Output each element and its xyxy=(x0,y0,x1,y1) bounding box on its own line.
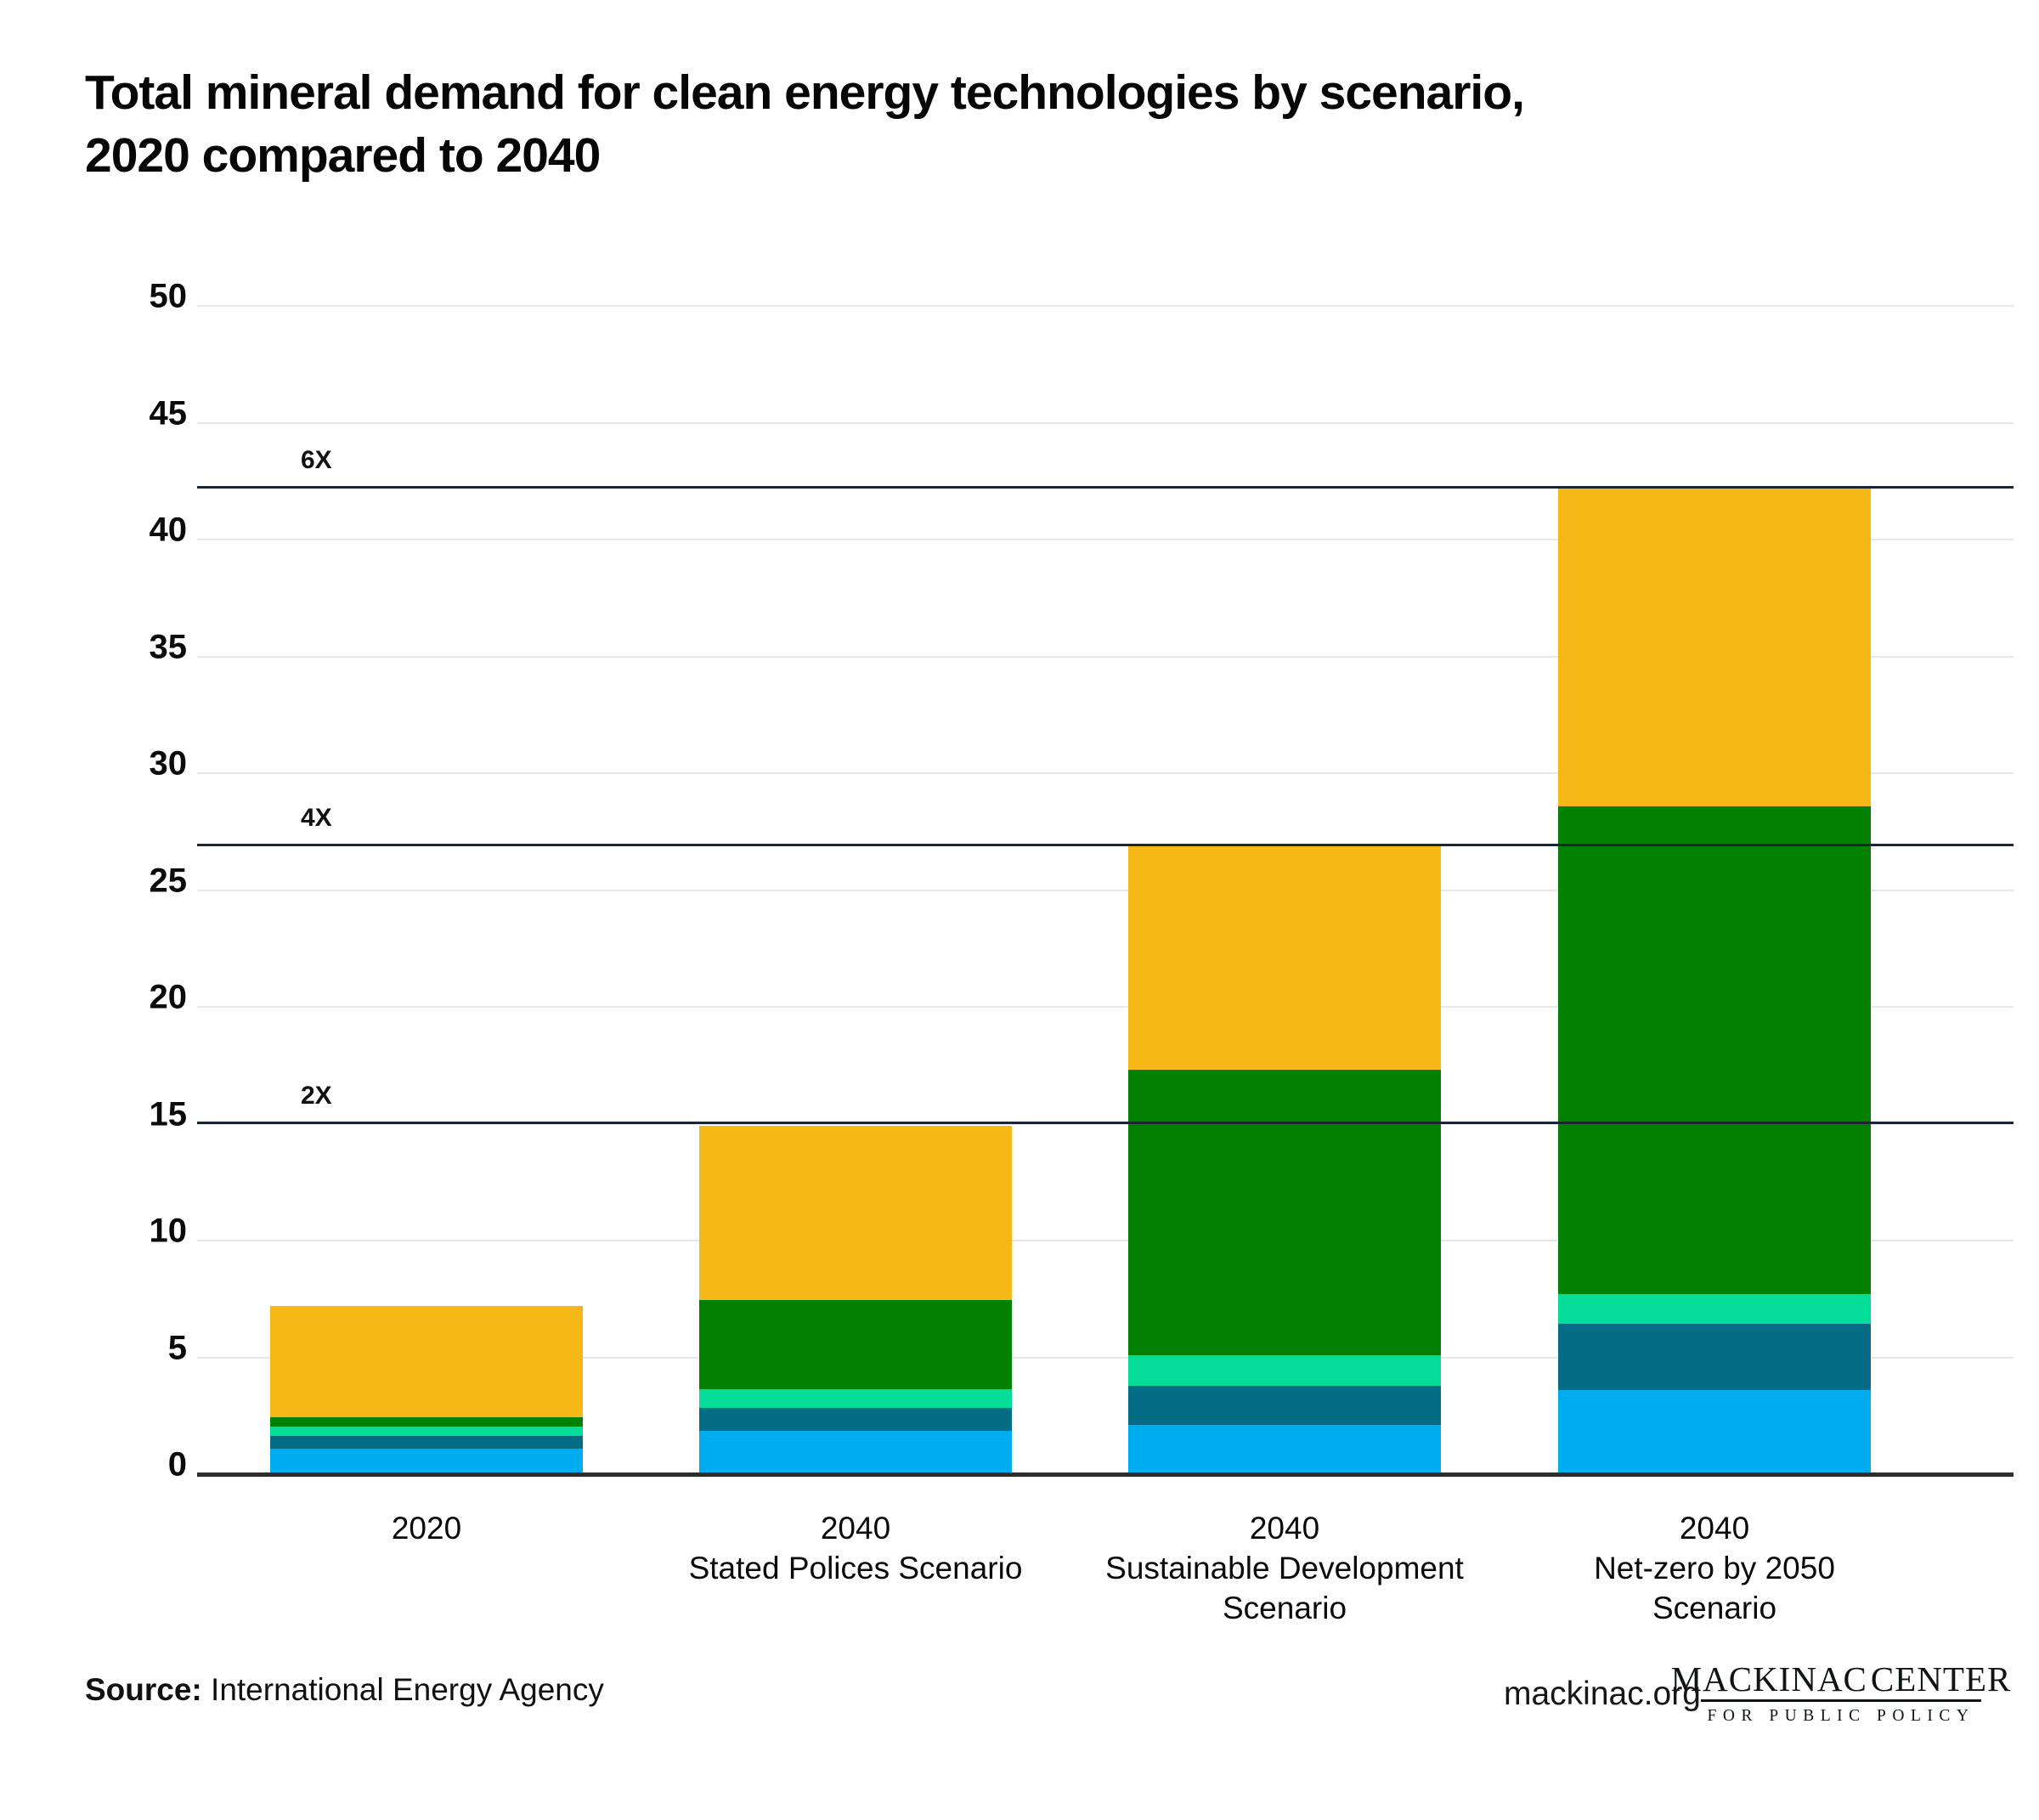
y-tick-label-45: 45 xyxy=(149,394,188,432)
gridline-30 xyxy=(197,772,2014,774)
bar-segment-segment-dark-green xyxy=(1128,1070,1441,1355)
mackinac-center-logo: MACKINAC CENTER FOR PUBLIC POLICY xyxy=(1671,1647,2011,1726)
y-tick-label-30: 30 xyxy=(149,744,188,783)
reference-line-label-6X: 6X xyxy=(301,446,332,475)
bar-segment-segment-dark-green xyxy=(699,1300,1012,1389)
source-label: Source: xyxy=(85,1672,202,1707)
bar-segment-segment-dark-teal xyxy=(1128,1385,1441,1426)
source-text: International Energy Agency xyxy=(201,1672,604,1707)
x-axis-label-line: Net-zero by 2050 xyxy=(1594,1551,1835,1585)
x-axis-label-2040-2: 2040 Sustainable Development Scenario xyxy=(1013,1508,1556,1628)
chart-title: Total mineral demand for clean energy te… xyxy=(85,61,1525,187)
bar-segment-segment-mint-green xyxy=(270,1426,583,1436)
reference-line-label-4X: 4X xyxy=(301,803,332,832)
website-link[interactable]: mackinac.org xyxy=(1504,1676,1701,1712)
bar-segment-segment-dark-green xyxy=(270,1416,583,1427)
gridline-10 xyxy=(197,1240,2014,1241)
gridline-45 xyxy=(197,421,2014,424)
x-axis-label-line: 2040 xyxy=(1679,1511,1750,1546)
gridline-50 xyxy=(197,305,2014,307)
reference-line-6X xyxy=(197,486,2014,489)
bar-segment-segment-dark-teal xyxy=(270,1435,583,1449)
bar-segment-segment-light-blue xyxy=(270,1448,583,1474)
bar-segment-segment-dark-green xyxy=(1558,805,1871,1295)
y-tick-label-10: 10 xyxy=(149,1212,188,1250)
y-tick-label-40: 40 xyxy=(149,511,188,549)
bar-segment-segment-gold xyxy=(699,1126,1012,1301)
source-note: Source: International Energy Agency xyxy=(85,1672,604,1708)
bar-segment-segment-mint-green xyxy=(699,1388,1012,1408)
y-tick-label-35: 35 xyxy=(149,628,188,665)
y-tick-label-0: 0 xyxy=(167,1445,187,1484)
y-tick-label-20: 20 xyxy=(149,978,188,1016)
bar-segment-segment-dark-teal xyxy=(1558,1323,1871,1390)
logo-wordmark: MACKINAC CENTER xyxy=(1671,1647,2010,1702)
bar-segment-segment-light-blue xyxy=(699,1431,1012,1474)
x-axis-baseline xyxy=(197,1472,2014,1477)
logo-tagline: FOR PUBLIC POLICY xyxy=(1707,1707,1975,1725)
reference-line-label-2X: 2X xyxy=(301,1082,332,1111)
y-tick-label-15: 15 xyxy=(149,1095,188,1133)
x-axis-label-2040-1: 2040 Stated Polices Scenario xyxy=(584,1508,1127,1588)
bar-segment-segment-gold xyxy=(1128,845,1441,1071)
x-axis-label-line: 2040 xyxy=(1249,1511,1320,1546)
reference-line-2X xyxy=(197,1122,2014,1125)
logo-word-right: CENTER xyxy=(1870,1659,2012,1698)
bar-segment-segment-light-blue xyxy=(1558,1390,1871,1474)
x-axis-label-line: Scenario xyxy=(1652,1591,1777,1625)
x-axis-label-line: 2040 xyxy=(820,1511,891,1546)
gridline-20 xyxy=(197,1006,2014,1008)
bar-segment-segment-mint-green xyxy=(1558,1294,1871,1324)
y-tick-label-50: 50 xyxy=(149,277,188,315)
gridline-5 xyxy=(197,1356,2014,1359)
chart-title-line1: Total mineral demand for clean energy te… xyxy=(85,65,1525,120)
bar-segment-segment-light-blue xyxy=(1128,1425,1441,1474)
x-axis-label-line: Stated Polices Scenario xyxy=(688,1551,1023,1585)
x-axis-label-line: Sustainable Development xyxy=(1105,1551,1464,1585)
x-axis-label-2040-3: 2040 Net-zero by 2050 Scenario xyxy=(1443,1508,1986,1628)
x-axis-label-2020-0: 2020 xyxy=(155,1508,698,1548)
gridline-35 xyxy=(197,655,2014,658)
x-axis-label-line: 2020 xyxy=(391,1511,462,1546)
gridline-40 xyxy=(197,539,2014,540)
x-axis-label-line: Scenario xyxy=(1222,1591,1347,1625)
y-tick-label-5: 5 xyxy=(167,1329,187,1366)
bar-segment-segment-dark-teal xyxy=(699,1407,1012,1432)
bar-segment-segment-mint-green xyxy=(1128,1354,1441,1386)
bar-segment-segment-gold xyxy=(270,1306,583,1417)
logo-word-left: MACKINAC xyxy=(1670,1659,1867,1698)
reference-line-4X xyxy=(197,843,2014,846)
gridline-25 xyxy=(197,889,2014,891)
y-tick-label-25: 25 xyxy=(149,862,188,899)
bar-segment-segment-gold xyxy=(1558,488,1871,806)
chart-title-line2: 2020 compared to 2040 xyxy=(85,128,601,183)
